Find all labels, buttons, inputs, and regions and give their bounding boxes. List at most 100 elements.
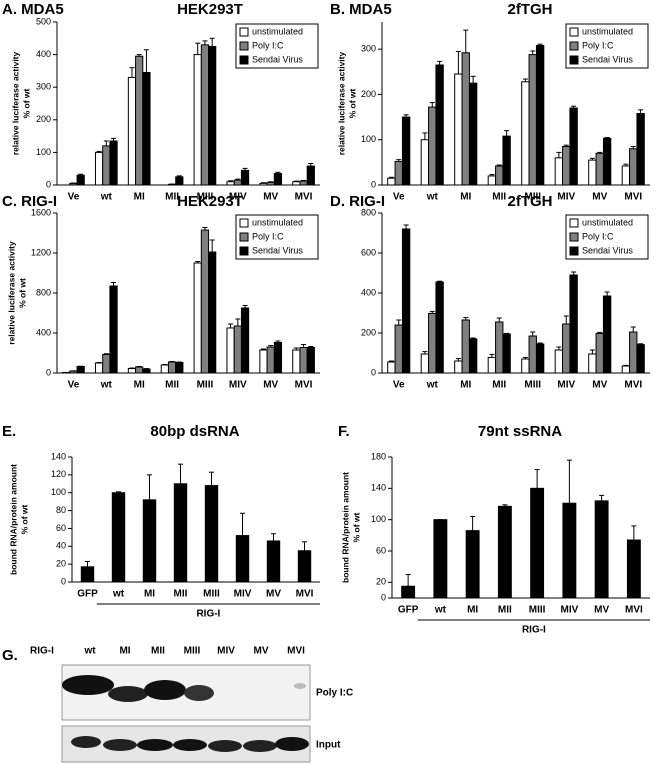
x-tick-label: MIV bbox=[234, 589, 252, 600]
bar bbox=[233, 179, 242, 186]
y-axis-label: relative luciferase activity bbox=[336, 51, 346, 155]
band bbox=[184, 685, 214, 701]
chart-panel: 0 100 200 300 400 500 Ve wt MI MII MIII MIV MV MVI uns… bbox=[2, 1, 320, 203]
row-label: RIG-I bbox=[30, 646, 54, 657]
x-tick-label: MIII bbox=[197, 192, 214, 203]
legend-label: unstimulated bbox=[252, 217, 303, 227]
y-tick-label: 200 bbox=[361, 89, 376, 99]
x-tick-label: MII bbox=[174, 589, 188, 600]
bar bbox=[629, 148, 638, 186]
y-axis-label: bound RNA/protein amount bbox=[340, 472, 350, 583]
bar bbox=[495, 321, 504, 374]
x-tick-label: MII bbox=[165, 192, 179, 203]
x-tick-label: MV bbox=[266, 589, 281, 600]
x-tick-label: MIII bbox=[203, 589, 220, 600]
bar bbox=[487, 356, 497, 374]
bar bbox=[127, 76, 137, 186]
x-tick-label: wt bbox=[434, 605, 447, 616]
bar bbox=[292, 181, 301, 186]
x-tick-label: MVI bbox=[625, 605, 643, 616]
x-tick-label: MVI bbox=[624, 380, 642, 391]
panel-label: E. bbox=[2, 423, 16, 440]
legend-swatch bbox=[569, 246, 579, 256]
legend-box bbox=[235, 23, 319, 69]
x-tick-label: MI bbox=[144, 589, 155, 600]
chart-title: 2fTGH bbox=[508, 1, 553, 18]
blot-label: Poly I:C bbox=[316, 688, 353, 699]
x-tick-label: MII bbox=[492, 380, 506, 391]
y-tick-label: 40 bbox=[56, 541, 66, 551]
x-tick-label: MVI bbox=[296, 589, 314, 600]
bar bbox=[588, 353, 597, 374]
band bbox=[173, 739, 207, 751]
x-tick-label: MI bbox=[460, 380, 471, 391]
x-tick-label: Ve bbox=[68, 380, 80, 391]
bar bbox=[142, 499, 157, 583]
x-tick-label: MVI bbox=[295, 380, 313, 391]
legend-label: Poly I:C bbox=[582, 231, 614, 241]
bar bbox=[420, 139, 430, 186]
bar bbox=[428, 312, 437, 374]
chart-title: 2fTGH bbox=[508, 193, 553, 210]
x-tick-label: MIV bbox=[229, 380, 247, 391]
x-tick-label: MII bbox=[165, 380, 179, 391]
legend-label: Sendai Virus bbox=[582, 54, 633, 64]
legend-label: Sendai Virus bbox=[252, 245, 303, 255]
bar bbox=[461, 319, 470, 374]
chart-title: HEK293T bbox=[177, 193, 243, 210]
x-tick-label: GFP bbox=[398, 605, 419, 616]
bar bbox=[535, 343, 545, 374]
bar bbox=[142, 72, 151, 186]
y-tick-label: 300 bbox=[36, 82, 51, 92]
bar bbox=[175, 176, 184, 186]
bar bbox=[528, 335, 537, 374]
bar bbox=[200, 44, 210, 186]
y-axis-label: relative luciferase activity bbox=[6, 241, 16, 345]
y-tick-label: 180 bbox=[371, 451, 386, 461]
x-tick-label: MVI bbox=[295, 192, 313, 203]
panel-label: D. RIG-I bbox=[330, 193, 385, 210]
y-tick-label: 140 bbox=[51, 451, 66, 461]
y-tick-label: 1200 bbox=[31, 247, 51, 257]
bar bbox=[94, 151, 104, 186]
x-tick-label: wt bbox=[100, 380, 113, 391]
x-tick-label: MIII bbox=[524, 380, 541, 391]
chart-title: HEK293T bbox=[177, 1, 243, 18]
bar bbox=[468, 338, 478, 374]
bar bbox=[636, 344, 645, 374]
band bbox=[103, 739, 137, 751]
lane-label: MV bbox=[254, 646, 269, 657]
x-tick-label: MI bbox=[467, 605, 478, 616]
bar bbox=[562, 502, 577, 599]
legend-swatch bbox=[239, 27, 249, 37]
bar bbox=[562, 146, 571, 186]
bar bbox=[80, 566, 95, 583]
bar bbox=[535, 45, 545, 186]
legend-swatch bbox=[239, 55, 249, 65]
x-tick-label: MIII bbox=[524, 192, 541, 203]
bar bbox=[266, 540, 281, 583]
x-tick-label: Ve bbox=[393, 192, 405, 203]
bar bbox=[102, 354, 111, 374]
x-tick-label: MIII bbox=[197, 380, 214, 391]
legend-box bbox=[565, 23, 649, 69]
legend-swatch bbox=[569, 55, 579, 65]
lane-label: MVI bbox=[287, 646, 305, 657]
legend-box bbox=[235, 214, 319, 260]
x-tick-label: MIV bbox=[229, 192, 247, 203]
bar bbox=[94, 362, 104, 374]
bar bbox=[109, 140, 118, 186]
y-tick-label: 100 bbox=[371, 514, 386, 524]
bar bbox=[495, 165, 504, 186]
bar bbox=[233, 325, 242, 374]
bar bbox=[240, 169, 250, 186]
bar bbox=[299, 347, 308, 374]
bar bbox=[76, 174, 85, 186]
bar bbox=[135, 55, 144, 186]
y-tick-label: 0 bbox=[46, 367, 51, 377]
lane-label: MIV bbox=[217, 646, 235, 657]
y-tick-label: 100 bbox=[361, 134, 376, 144]
legend-swatch bbox=[569, 218, 579, 228]
bar bbox=[226, 327, 235, 374]
bar bbox=[435, 64, 444, 186]
